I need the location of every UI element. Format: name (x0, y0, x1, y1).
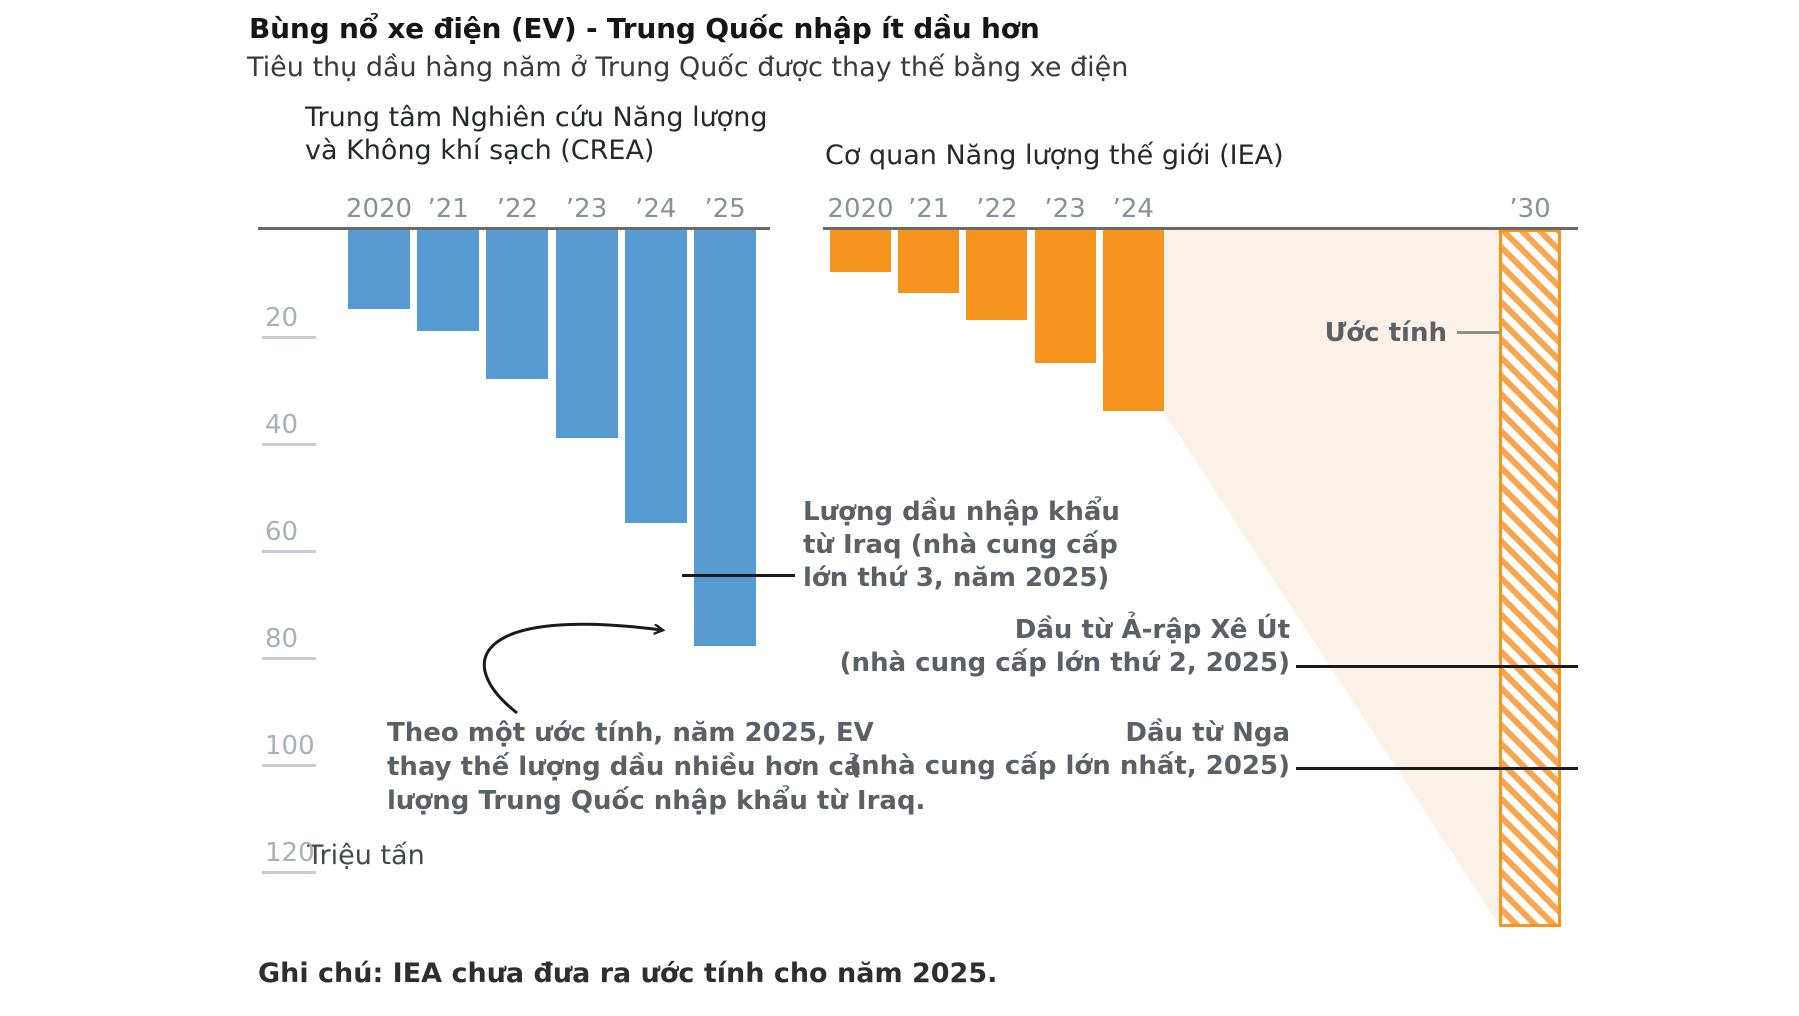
y-tick-label-40: 40 (265, 410, 299, 440)
y-tick-line-100 (262, 764, 316, 767)
crea-year-label-4: ’24 (635, 194, 677, 224)
y-tick-label-80: 80 (265, 624, 299, 654)
y-tick-line-120 (262, 871, 316, 874)
iea-bar-24 (1102, 229, 1164, 411)
crea-bar-21 (417, 229, 480, 331)
iraq-annotation: Lượng dầu nhập khẩu từ Iraq (nhà cung cấ… (803, 496, 1120, 595)
y-tick-label-60: 60 (265, 517, 299, 547)
crea-bar-22 (486, 229, 549, 379)
iraq-annotation-line2: từ Iraq (nhà cung cấp (803, 530, 1118, 560)
crea-bar-23 (555, 229, 618, 438)
iraq-annotation-line1: Lượng dầu nhập khẩu (803, 497, 1120, 527)
crea-year-label-2: ’22 (496, 194, 539, 224)
iea-estimate-bar-2030 (1499, 229, 1561, 927)
iraq-reference-line (682, 574, 795, 577)
iea-bar-22 (966, 229, 1028, 320)
unit-label: Triệu tấn (307, 840, 425, 871)
iea-bar-23 (1034, 229, 1096, 363)
crea-year-label-5: ’25 (704, 194, 746, 224)
saudi-annotation: Dầu từ Ả-rập Xê Út (nhà cung cấp lớn thứ… (790, 614, 1290, 680)
y-tick-line-20 (262, 336, 316, 339)
iea-year-label-4: ’24 (1112, 194, 1154, 224)
crea-panel-label-line2: và Không khí sạch (CREA) (305, 135, 655, 166)
iea-year-label-2: ’22 (976, 194, 1018, 224)
arrow-note-line3: lượng Trung Quốc nhập khẩu từ Iraq. (387, 786, 926, 816)
iea-panel-label: Cơ quan Năng lượng thế giới (IEA) (825, 140, 1284, 171)
arrow-note: Theo một ước tính, năm 2025, EV thay thế… (387, 716, 925, 818)
russia-reference-line (1296, 767, 1578, 770)
y-tick-label-100: 100 (265, 731, 315, 761)
saudi-reference-line (1296, 665, 1578, 668)
iea-bar-2020 (830, 229, 891, 272)
crea-year-label-3: ’23 (565, 194, 608, 224)
arrow-note-line1: Theo một ước tính, năm 2025, EV (387, 718, 874, 748)
iea-year-label-1: ’21 (908, 194, 950, 224)
crea-bar-25 (694, 229, 756, 646)
iea-year-label-2030: ’30 (1509, 194, 1551, 224)
iraq-annotation-line3: lớn thứ 3, năm 2025) (803, 563, 1110, 593)
crea-panel-label: Trung tâm Nghiên cứu Năng lượng và Không… (305, 101, 767, 167)
crea-year-label-0: 2020 (345, 194, 413, 224)
iea-year-label-3: ’23 (1044, 194, 1086, 224)
y-tick-line-60 (262, 550, 316, 553)
crea-axis-line (258, 227, 770, 230)
y-tick-label-20: 20 (265, 303, 299, 333)
crea-year-label-1: ’21 (427, 194, 469, 224)
y-tick-line-40 (262, 443, 316, 446)
crea-panel-label-line1: Trung tâm Nghiên cứu Năng lượng (305, 102, 768, 133)
chart-title: Bùng nổ xe điện (EV) - Trung Quốc nhập í… (249, 12, 1040, 45)
footnote: Ghi chú: IEA chưa đưa ra ước tính cho nă… (258, 958, 998, 989)
iea-year-label-0: 2020 (827, 194, 894, 224)
saudi-annotation-line2: (nhà cung cấp lớn thứ 2, 2025) (839, 648, 1290, 678)
arrow-note-line2: thay thế lượng dầu nhiều hơn cả (387, 752, 862, 782)
iea-bar-21 (898, 229, 960, 293)
crea-bar-24 (624, 229, 687, 523)
iea-axis-line (823, 227, 1578, 230)
estimate-label: Ước tính (1324, 318, 1447, 348)
estimate-connector-line (1457, 331, 1500, 334)
chart-subtitle: Tiêu thụ dầu hàng năm ở Trung Quốc được … (247, 52, 1129, 83)
y-tick-line-80 (262, 657, 316, 660)
y-tick-label-120: 120 (265, 838, 315, 868)
saudi-annotation-line1: Dầu từ Ả-rập Xê Út (1014, 615, 1290, 645)
crea-bar-2020 (348, 229, 410, 309)
